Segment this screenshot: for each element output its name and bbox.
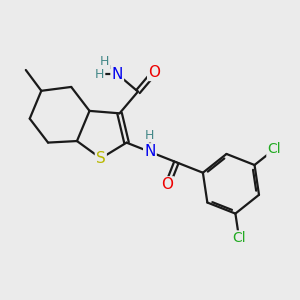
Text: Cl: Cl <box>232 231 246 245</box>
Text: H: H <box>95 68 104 80</box>
Text: O: O <box>148 65 160 80</box>
Text: H: H <box>145 129 154 142</box>
Text: N: N <box>112 67 123 82</box>
Text: S: S <box>96 151 106 166</box>
Text: O: O <box>161 177 173 192</box>
Text: H: H <box>100 55 110 68</box>
Text: N: N <box>144 144 156 159</box>
Text: Cl: Cl <box>267 142 281 156</box>
